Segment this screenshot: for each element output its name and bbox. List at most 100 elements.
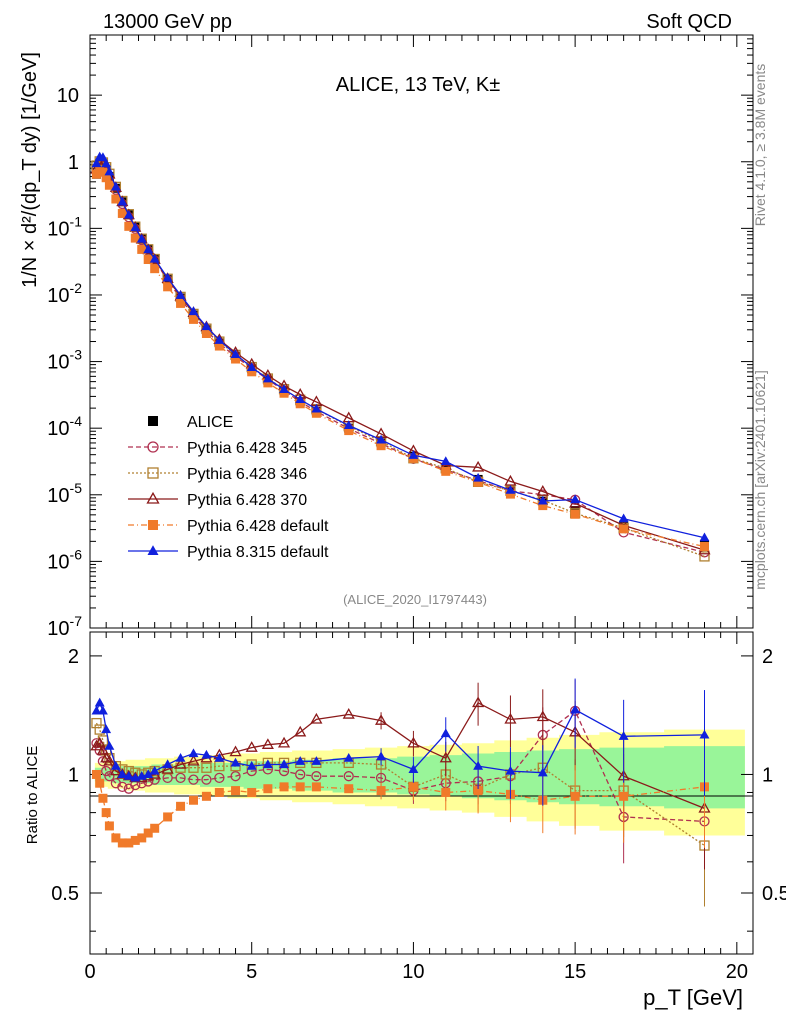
series-point (570, 509, 580, 519)
ratio-point (504, 712, 517, 724)
ratio-point (261, 738, 274, 749)
series-point (343, 420, 354, 430)
ratio-point (123, 770, 134, 780)
ratio-point (201, 774, 212, 785)
ratio-point (295, 769, 306, 780)
series-point (619, 524, 629, 534)
legend: ALICE Pythia 6.428 345 Pythia 6.428 346 Pyt… (128, 414, 329, 561)
mcplots-label: mcplots.cern.ch [arXiv:2401.10621] (752, 370, 768, 589)
ratio-point (90, 739, 103, 751)
ratio-point (440, 728, 451, 738)
ratio-point (376, 751, 387, 761)
ratio-point (619, 791, 629, 801)
ratio-point (174, 757, 187, 769)
ratio-point (311, 771, 322, 782)
series-point (311, 403, 322, 413)
series-point (163, 282, 173, 292)
ratio-point (230, 771, 241, 782)
ratio-point (473, 786, 483, 796)
ratio-point (439, 751, 452, 763)
series-point (570, 494, 581, 504)
chart-title: ALICE, 13 TeV, K± (336, 74, 500, 96)
ratio-point (214, 772, 225, 784)
series-point (699, 551, 710, 562)
y-tick-label: 10 (57, 85, 79, 107)
legend-label: ALICE (187, 414, 233, 431)
rivet-label: Rivet 4.1.0, ≥ 3.8M events (752, 64, 768, 227)
ratio-point (279, 759, 289, 769)
ratio-point (505, 765, 516, 775)
series-point (536, 485, 549, 496)
series-point (124, 221, 134, 231)
series-point (149, 253, 160, 263)
ratio-point (570, 791, 580, 801)
series-point (505, 484, 516, 494)
series-point (295, 394, 306, 404)
y-tick-label: 10-1 (47, 213, 82, 240)
series-point (262, 373, 273, 383)
ratio-point (130, 835, 140, 845)
ratio-point (143, 828, 153, 838)
series-main-4 (91, 151, 710, 542)
ratio-point (344, 784, 354, 794)
axis-ticks (89, 34, 754, 954)
ratio-point (188, 748, 199, 758)
ratio-point (124, 838, 134, 848)
legend-marker (147, 467, 159, 479)
series-point (472, 460, 485, 472)
series-point (101, 158, 112, 168)
legend-label: Pythia 8.315 default (187, 544, 329, 561)
series-point (246, 362, 257, 371)
ratio-point (295, 782, 305, 792)
ratio-point (163, 812, 173, 822)
series-main-3 (91, 165, 709, 551)
series-point (231, 354, 241, 364)
series-point (104, 166, 115, 176)
series-point (699, 541, 709, 551)
series-point (505, 489, 515, 499)
series-point (214, 341, 224, 351)
ratio-y-tick-label-right: 1 (762, 764, 773, 786)
y-tick-label: 10-6 (47, 546, 82, 573)
ratio-y-tick-label-right: 2 (762, 646, 773, 668)
series-point (344, 426, 354, 436)
ratio-point (245, 741, 258, 752)
series-point (117, 208, 127, 218)
ratio-point (536, 710, 549, 722)
series-point (473, 472, 484, 482)
ratio-point (375, 714, 388, 725)
series-point (214, 335, 225, 344)
series-point (104, 180, 114, 190)
ratio-point (408, 782, 418, 792)
x-tick-label: 0 (84, 961, 95, 983)
series-point (441, 466, 451, 476)
main-frame (89, 34, 754, 629)
ratio-y-tick-labels: 0.5 0.5 1 1 2 2 (51, 646, 786, 905)
series-point (176, 298, 186, 308)
x-tick-label: 15 (564, 961, 586, 983)
ratio-point (262, 759, 273, 769)
ratio-point (311, 782, 321, 792)
series-point (247, 367, 257, 377)
series-point (440, 456, 451, 465)
ratio-point (472, 696, 485, 708)
ratio-point (570, 704, 581, 714)
series-point (143, 255, 153, 265)
ratio-point (376, 786, 386, 796)
ratio-point (295, 756, 306, 765)
ratio-point (162, 759, 173, 769)
ratio-y-tick-label-left: 0.5 (51, 883, 79, 905)
series-point (376, 441, 386, 451)
ratio-point (408, 764, 419, 773)
series-point (279, 388, 289, 398)
legend-marker (146, 491, 160, 504)
main-panel-series (90, 151, 711, 562)
legend-label: Pythia 6.428 345 (187, 440, 307, 457)
ratio-point (94, 697, 105, 707)
x-tick-label: 20 (726, 961, 748, 983)
analysis-id: (ALICE_2020_I1797443) (343, 592, 487, 607)
ratio-point (150, 823, 160, 833)
ratio-point (277, 736, 291, 748)
series-point (279, 384, 289, 394)
series-point (618, 513, 629, 523)
